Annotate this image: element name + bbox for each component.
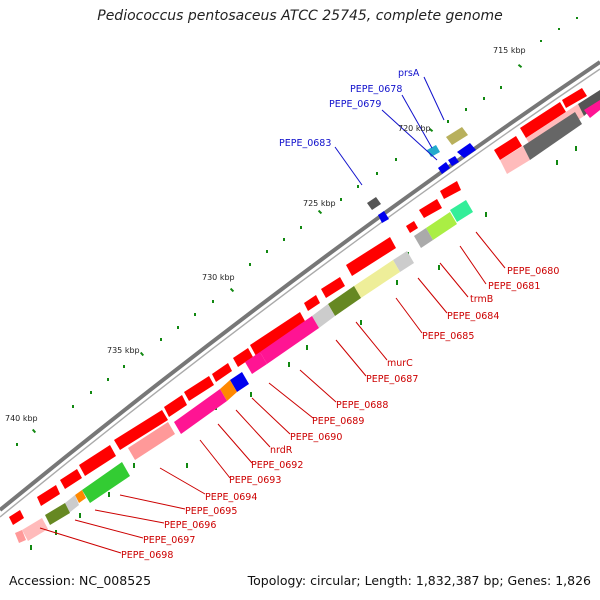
- gene-label: PEPE_0697: [143, 535, 195, 546]
- scale-label: 720 kbp: [398, 124, 431, 133]
- gene-label: PEPE_0685: [422, 331, 474, 342]
- scale-label: 735 kbp: [107, 346, 140, 355]
- topology-text: Topology: circular; Length: 1,832,387 bp…: [247, 573, 591, 588]
- scale-label: 740 kbp: [5, 414, 38, 423]
- gene-label: PEPE_0679: [329, 99, 381, 110]
- gene-label: PEPE_0694: [205, 492, 257, 503]
- genome-backbone: [0, 60, 600, 518]
- label-leader-lines: [39, 76, 506, 554]
- gene-label: PEPE_0688: [336, 400, 388, 411]
- minus-strand-labels: PEPE_0680 PEPE_0681 trmB PEPE_0684 PEPE_…: [121, 266, 559, 561]
- accession-text: Accession: NC_008525: [9, 573, 152, 588]
- minus-strand-genes: [15, 90, 600, 543]
- gene-label: nrdR: [270, 445, 293, 456]
- scale-label: 725 kbp: [303, 199, 336, 208]
- gene-label: PEPE_0696: [164, 520, 216, 531]
- gene-label: PEPE_0689: [312, 416, 364, 427]
- gene-label: PEPE_0681: [488, 281, 540, 292]
- gene-label: PEPE_0687: [366, 374, 418, 385]
- scale-label: 730 kbp: [202, 273, 235, 282]
- gene-label: PEPE_0684: [447, 311, 499, 322]
- scale-ticks: [16, 17, 578, 446]
- plus-strand-labels: prsA PEPE_0678 PEPE_0679 PEPE_0683: [279, 68, 420, 149]
- gene-label: trmB: [470, 294, 493, 305]
- gene-label: PEPE_0693: [229, 475, 281, 486]
- gene-label: murC: [387, 358, 413, 369]
- map-title: Pediococcus pentosaceus ATCC 25745, comp…: [97, 8, 503, 24]
- gene-label: PEPE_0690: [290, 432, 342, 443]
- gene-label: prsA: [398, 68, 420, 79]
- scale-labels: 715 kbp 720 kbp 725 kbp 730 kbp 735 kbp …: [5, 46, 526, 423]
- scale-label: 715 kbp: [493, 46, 526, 55]
- gene-label: PEPE_0680: [507, 266, 559, 277]
- cds-arrows: [9, 88, 587, 525]
- gene-label: PEPE_0692: [251, 460, 303, 471]
- gene-label: PEPE_0683: [279, 138, 331, 149]
- gene-label: PEPE_0678: [350, 84, 402, 95]
- gene-label: PEPE_0698: [121, 550, 173, 561]
- gene-label: PEPE_0695: [185, 506, 237, 517]
